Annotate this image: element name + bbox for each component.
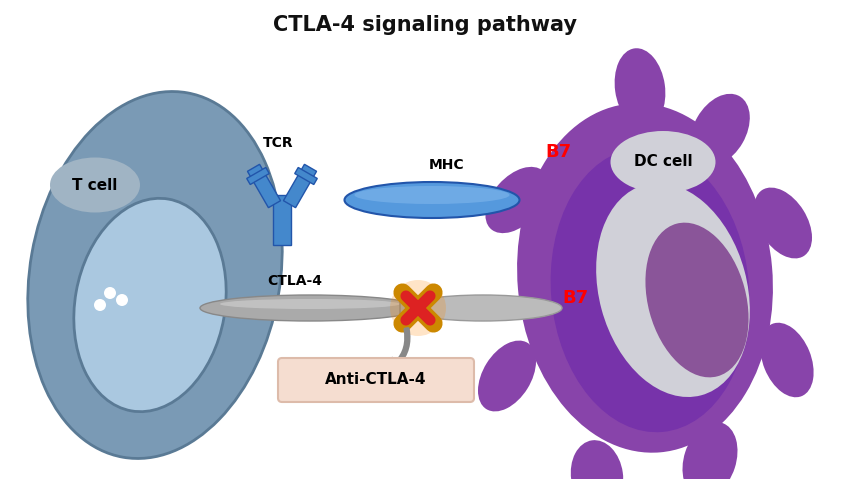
Circle shape: [116, 294, 128, 306]
Ellipse shape: [28, 91, 282, 458]
Ellipse shape: [570, 440, 623, 479]
Circle shape: [390, 280, 446, 336]
Text: CTLA-4 signaling pathway: CTLA-4 signaling pathway: [273, 15, 577, 35]
Text: B7: B7: [545, 143, 571, 161]
Text: Anti-CTLA-4: Anti-CTLA-4: [326, 373, 427, 388]
Ellipse shape: [404, 295, 562, 321]
Ellipse shape: [690, 94, 750, 166]
Ellipse shape: [478, 341, 536, 411]
FancyBboxPatch shape: [278, 358, 474, 402]
Ellipse shape: [354, 186, 509, 204]
Ellipse shape: [610, 131, 716, 193]
Ellipse shape: [74, 198, 226, 411]
Ellipse shape: [615, 48, 666, 128]
Ellipse shape: [200, 295, 420, 321]
Polygon shape: [247, 164, 280, 208]
Text: B7: B7: [562, 289, 588, 307]
Polygon shape: [273, 195, 291, 245]
Ellipse shape: [683, 422, 738, 479]
Text: DC cell: DC cell: [634, 155, 692, 170]
Ellipse shape: [754, 188, 812, 259]
Ellipse shape: [50, 158, 140, 213]
Ellipse shape: [645, 223, 749, 377]
Text: CTLA-4: CTLA-4: [268, 274, 322, 288]
Text: MHC: MHC: [429, 158, 465, 172]
Ellipse shape: [517, 103, 773, 453]
Ellipse shape: [761, 323, 813, 397]
Polygon shape: [283, 164, 316, 208]
FancyArrowPatch shape: [388, 329, 409, 371]
Polygon shape: [295, 168, 317, 184]
Polygon shape: [246, 168, 269, 184]
Ellipse shape: [596, 183, 750, 397]
Polygon shape: [406, 294, 423, 322]
Ellipse shape: [220, 299, 400, 309]
Circle shape: [104, 287, 116, 299]
Text: T cell: T cell: [72, 178, 117, 193]
Ellipse shape: [551, 148, 750, 432]
Circle shape: [94, 299, 106, 311]
Ellipse shape: [485, 167, 548, 233]
Text: TCR: TCR: [263, 136, 293, 150]
Ellipse shape: [344, 182, 519, 218]
Polygon shape: [400, 294, 417, 322]
